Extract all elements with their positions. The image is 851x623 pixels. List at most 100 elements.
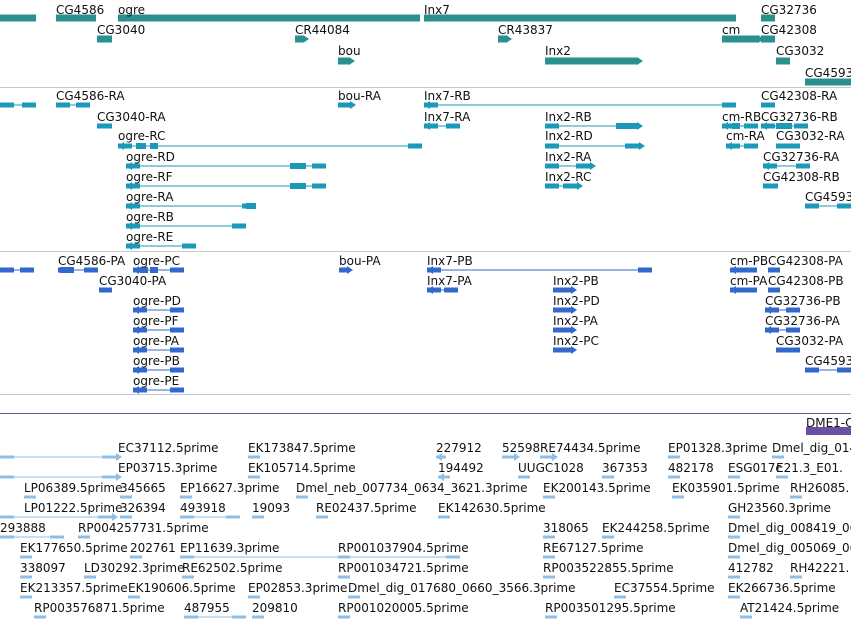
- transcript-exon-ogre-rc[interactable]: [408, 143, 422, 149]
- est-label-ek173847-5prime[interactable]: EK173847.5prime: [248, 441, 356, 455]
- transcript-exon-ogre-re[interactable]: [126, 243, 140, 249]
- est-glyph-rp003522855-5prime[interactable]: [543, 575, 555, 579]
- est-glyph-ek266736-5prime[interactable]: [728, 595, 740, 599]
- est-glyph-re67127-5prime[interactable]: [543, 555, 555, 559]
- est-label-at21424-5prime[interactable]: AT21424.5prime: [740, 601, 840, 615]
- gene-label-cm[interactable]: cm: [722, 23, 741, 37]
- protein-label-ogre-pc[interactable]: ogre-PC: [133, 254, 180, 268]
- transcript-line-cm-ra[interactable]: [726, 145, 758, 147]
- transcript-label-ogre-ra[interactable]: ogre-RA: [126, 190, 174, 204]
- transcript-exon-inx2-rd[interactable]: [545, 143, 559, 149]
- transcript-exon-inx7-rb[interactable]: [424, 102, 438, 108]
- est-label-ek035901-5prime[interactable]: EK035901.5prime: [672, 481, 780, 495]
- protein-exon-ogre-pa[interactable]: [170, 347, 184, 353]
- est-label-ek105714-5prime[interactable]: EK105714.5prime: [248, 461, 356, 475]
- est-glyph-ep01328-3prime[interactable]: [668, 455, 680, 459]
- gene-label-cg32736[interactable]: CG32736: [761, 3, 817, 17]
- est-glyph-rp001034721-5prime[interactable]: [338, 575, 350, 579]
- transcript-line-inx2-rb[interactable]: [545, 125, 637, 127]
- transcript-line-cg32736-ra[interactable]: [763, 165, 810, 167]
- gene-label-cg3040[interactable]: CG3040: [97, 23, 146, 37]
- transcript-exon-cg4586-ra[interactable]: [22, 102, 36, 108]
- transcript-label-cm-ra[interactable]: cm-RA: [726, 129, 765, 143]
- transcript-label-ogre-rd[interactable]: ogre-RD: [126, 150, 175, 164]
- gene-glyph-cg42308[interactable]: [761, 35, 775, 43]
- transcript-exon-inx2-rc[interactable]: [563, 183, 577, 189]
- protein-arrow-inx2-pa[interactable]: [571, 326, 577, 334]
- est-glyph-e21-3-e01[interactable]: [776, 475, 788, 479]
- protein-line-ogre-pc[interactable]: [133, 269, 184, 271]
- est-label-e21-3-e01[interactable]: E21.3_E01.: [776, 461, 843, 475]
- protein-exon-cm-pa[interactable]: [743, 287, 757, 293]
- transcript-line-cg4593[interactable]: [805, 205, 851, 207]
- gene-label-inx7[interactable]: Inx7: [424, 3, 450, 17]
- protein-label-inx7-pb[interactable]: Inx7-PB: [427, 254, 473, 268]
- est-glyph-rh26085[interactable]: [790, 495, 802, 499]
- est-label-rp003522855-5prime[interactable]: RP003522855.5prime: [543, 561, 674, 575]
- transcript-label-inx2-rb[interactable]: Inx2-RB: [545, 110, 592, 124]
- est-label-re67127-5prime[interactable]: RE67127.5prime: [543, 541, 644, 555]
- est-label-ep01328-3prime[interactable]: EP01328.3prime: [668, 441, 768, 455]
- transcript-label-ogre-rc[interactable]: ogre-RC: [118, 129, 166, 143]
- protein-exon-ogre-pf[interactable]: [170, 327, 184, 333]
- est-label-ld30292-3prime[interactable]: LD30292.3prime: [84, 561, 185, 575]
- protein-arrow-ogre-pb[interactable]: [133, 366, 139, 374]
- gene-label-cr43837[interactable]: CR43837: [498, 23, 553, 37]
- protein-exon-inx7-pa[interactable]: [444, 287, 458, 293]
- est-label-ep11639-3prime[interactable]: EP11639.3prime: [180, 541, 280, 555]
- est-line-487955[interactable]: [184, 616, 246, 618]
- protein-exon-cg3032-pa[interactable]: [776, 347, 790, 353]
- est-glyph-rp001020005-5prime[interactable]: [338, 615, 350, 619]
- transcript-line-inx2-rd[interactable]: [545, 145, 639, 147]
- est-label-rh26085[interactable]: RH26085.: [790, 481, 850, 495]
- est-glyph-uugc1028[interactable]: [518, 475, 530, 479]
- est-label-345665[interactable]: 345665: [120, 481, 166, 495]
- est-label-dmel-dig-014[interactable]: Dmel_dig_014: [772, 441, 851, 455]
- est-glyph-ep02853-3prime[interactable]: [248, 595, 260, 599]
- est-label-ek244258-5prime[interactable]: EK244258.5prime: [602, 521, 710, 535]
- transcript-exon-inx2-rc[interactable]: [545, 183, 559, 189]
- est-arrow-ep03715-3prime[interactable]: [116, 473, 122, 481]
- est-label-ek177650-5prime[interactable]: EK177650.5prime: [20, 541, 128, 555]
- transcript-label-inx7-rb[interactable]: Inx7-RB: [424, 89, 471, 103]
- est-label-326394[interactable]: 326394: [120, 501, 166, 515]
- est-label-dmel-dig-005069-06[interactable]: Dmel_dig_005069_06: [728, 541, 851, 555]
- transcript-label-cm-rb[interactable]: cm-RB: [722, 110, 762, 124]
- est-glyph-at21424-5prime[interactable]: [740, 615, 752, 619]
- transcript-label-cg4586-ra[interactable]: CG4586-RA: [56, 89, 125, 103]
- protein-line-inx7-pa[interactable]: [427, 289, 458, 291]
- est-label-ec37554-5prime[interactable]: EC37554.5prime: [614, 581, 715, 595]
- est-glyph-52598[interactable]: [502, 455, 514, 459]
- est-arrow-52598[interactable]: [514, 453, 520, 461]
- protein-arrow-inx2-pd[interactable]: [571, 306, 577, 314]
- transcript-line-ogre-rd[interactable]: [126, 165, 326, 167]
- est-exon-ep03715-3prime[interactable]: [0, 475, 14, 479]
- est-label-uugc1028[interactable]: UUGC1028: [518, 461, 584, 475]
- protein-exon-ogre-pa[interactable]: [133, 347, 147, 353]
- protein-glyph-cg42308-pa[interactable]: [768, 267, 780, 273]
- est-glyph-338097[interactable]: [20, 575, 32, 579]
- protein-label-cg3032-pa[interactable]: CG3032-PA: [776, 334, 844, 348]
- protein-exon-cg32736-pb[interactable]: [786, 307, 800, 313]
- protein-line-ogre-pe[interactable]: [133, 389, 184, 391]
- transcript-arrow-ogre-rc[interactable]: [118, 142, 124, 150]
- transcript-arrow-cm-rb[interactable]: [722, 122, 728, 130]
- exon-block[interactable]: [140, 267, 148, 273]
- transcript-arrow-ogre-rf[interactable]: [126, 182, 132, 190]
- transcript-arrow-cg32736-ra[interactable]: [763, 162, 769, 170]
- exon-block[interactable]: [290, 183, 306, 189]
- transcript-arrow-inx7-ra[interactable]: [424, 122, 430, 130]
- est-glyph-re02437-5prime[interactable]: [316, 515, 328, 519]
- est-label-194492[interactable]: 194492: [438, 461, 484, 475]
- est-glyph-dmel-dig-005069-06[interactable]: [728, 555, 740, 559]
- est-label-ec37112-5prime[interactable]: EC37112.5prime: [118, 441, 219, 455]
- transcript-line-cg4586-ra[interactable]: [0, 104, 36, 106]
- est-label-rp004257731-5prime[interactable]: RP004257731.5prime: [78, 521, 209, 535]
- est-exon-293888[interactable]: [50, 535, 64, 539]
- est-exon-ep03715-3prime[interactable]: [102, 475, 116, 479]
- exon-block[interactable]: [60, 267, 74, 273]
- protein-label-inx2-pa[interactable]: Inx2-PA: [553, 314, 598, 328]
- protein-line-cg4586-pa[interactable]: [58, 269, 98, 271]
- protein-line-cg4586-pa[interactable]: [0, 269, 34, 271]
- transcript-label-cg4593[interactable]: CG4593: [805, 190, 851, 204]
